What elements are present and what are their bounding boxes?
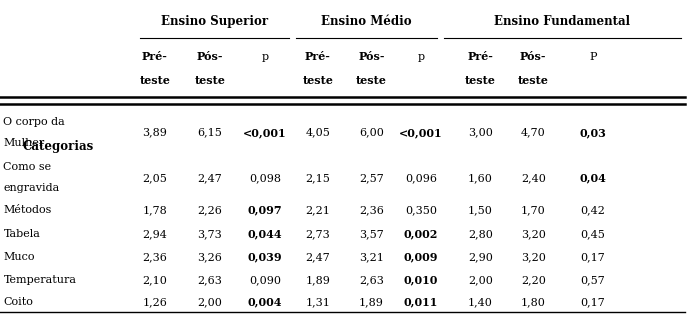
Text: 2,05: 2,05: [142, 173, 167, 183]
Text: 2,47: 2,47: [305, 252, 330, 262]
Text: 2,90: 2,90: [468, 252, 493, 262]
Text: 0,098: 0,098: [249, 173, 281, 183]
Text: Tabela: Tabela: [3, 229, 41, 239]
Text: 0,039: 0,039: [248, 251, 282, 263]
Text: 1,31: 1,31: [305, 297, 330, 307]
Text: 0,004: 0,004: [248, 296, 282, 308]
Text: <0,001: <0,001: [399, 127, 443, 138]
Text: 2,15: 2,15: [305, 173, 330, 183]
Text: Pós-: Pós-: [358, 51, 385, 62]
Text: 6,15: 6,15: [197, 127, 222, 138]
Text: engravida: engravida: [3, 183, 60, 193]
Text: Categorias: Categorias: [23, 139, 94, 153]
Text: 3,57: 3,57: [359, 229, 384, 239]
Text: 2,36: 2,36: [142, 252, 167, 262]
Text: teste: teste: [356, 74, 387, 86]
Text: 2,63: 2,63: [359, 275, 384, 285]
Text: 4,05: 4,05: [305, 127, 330, 138]
Text: 0,096: 0,096: [405, 173, 437, 183]
Text: Ensino Fundamental: Ensino Fundamental: [495, 15, 630, 29]
Text: 3,21: 3,21: [359, 252, 384, 262]
Text: 0,011: 0,011: [404, 296, 438, 308]
Text: Pós-: Pós-: [197, 51, 223, 62]
Text: 2,20: 2,20: [521, 275, 546, 285]
Text: Temperatura: Temperatura: [3, 275, 76, 285]
Text: 1,78: 1,78: [142, 205, 167, 215]
Text: 2,47: 2,47: [197, 173, 222, 183]
Text: Pré-: Pré-: [467, 51, 493, 62]
Text: Pré-: Pré-: [142, 51, 168, 62]
Text: p: p: [261, 51, 268, 62]
Text: Pré-: Pré-: [305, 51, 331, 62]
Text: teste: teste: [518, 74, 548, 86]
Text: teste: teste: [195, 74, 225, 86]
Text: 0,010: 0,010: [404, 274, 438, 286]
Text: 0,002: 0,002: [404, 228, 438, 240]
Text: 6,00: 6,00: [359, 127, 384, 138]
Text: Pós-: Pós-: [520, 51, 546, 62]
Text: 1,50: 1,50: [468, 205, 493, 215]
Text: teste: teste: [465, 74, 495, 86]
Text: 0,57: 0,57: [581, 275, 605, 285]
Text: 0,17: 0,17: [581, 297, 605, 307]
Text: 2,73: 2,73: [305, 229, 330, 239]
Text: 4,70: 4,70: [521, 127, 546, 138]
Text: 1,89: 1,89: [305, 275, 330, 285]
Text: Coito: Coito: [3, 297, 33, 307]
Text: 2,80: 2,80: [468, 229, 493, 239]
Text: teste: teste: [140, 74, 170, 86]
Text: O corpo da: O corpo da: [3, 117, 65, 127]
Text: 0,45: 0,45: [581, 229, 605, 239]
Text: 3,20: 3,20: [521, 229, 546, 239]
Text: 2,21: 2,21: [305, 205, 330, 215]
Text: p: p: [418, 51, 424, 62]
Text: 0,03: 0,03: [579, 127, 607, 138]
Text: <0,001: <0,001: [243, 127, 287, 138]
Text: P: P: [590, 51, 596, 62]
Text: 2,94: 2,94: [142, 229, 167, 239]
Text: 2,40: 2,40: [521, 173, 546, 183]
Text: teste: teste: [303, 74, 333, 86]
Text: 0,090: 0,090: [249, 275, 281, 285]
Text: 1,60: 1,60: [468, 173, 493, 183]
Text: 2,10: 2,10: [142, 275, 167, 285]
Text: 1,26: 1,26: [142, 297, 167, 307]
Text: 1,89: 1,89: [359, 297, 384, 307]
Text: 2,36: 2,36: [359, 205, 384, 215]
Text: Muco: Muco: [3, 252, 35, 262]
Text: Como se: Como se: [3, 162, 52, 172]
Text: 2,57: 2,57: [359, 173, 384, 183]
Text: 2,26: 2,26: [197, 205, 222, 215]
Text: Ensino Médio: Ensino Médio: [321, 15, 411, 29]
Text: 0,17: 0,17: [581, 252, 605, 262]
Text: 3,73: 3,73: [197, 229, 222, 239]
Text: 2,00: 2,00: [468, 275, 493, 285]
Text: 0,04: 0,04: [579, 172, 607, 183]
Text: 1,70: 1,70: [521, 205, 546, 215]
Text: 0,097: 0,097: [248, 205, 282, 216]
Text: 0,044: 0,044: [248, 228, 282, 240]
Text: 1,40: 1,40: [468, 297, 493, 307]
Text: Mulher: Mulher: [3, 138, 45, 148]
Text: 3,20: 3,20: [521, 252, 546, 262]
Text: Métodos: Métodos: [3, 205, 52, 215]
Text: 3,26: 3,26: [197, 252, 222, 262]
Text: 2,00: 2,00: [197, 297, 222, 307]
Text: 3,89: 3,89: [142, 127, 167, 138]
Text: 1,80: 1,80: [521, 297, 546, 307]
Text: 2,63: 2,63: [197, 275, 222, 285]
Text: 3,00: 3,00: [468, 127, 493, 138]
Text: 0,009: 0,009: [404, 251, 438, 263]
Text: 0,350: 0,350: [405, 205, 437, 215]
Text: Ensino Superior: Ensino Superior: [161, 15, 268, 29]
Text: 0,42: 0,42: [581, 205, 605, 215]
